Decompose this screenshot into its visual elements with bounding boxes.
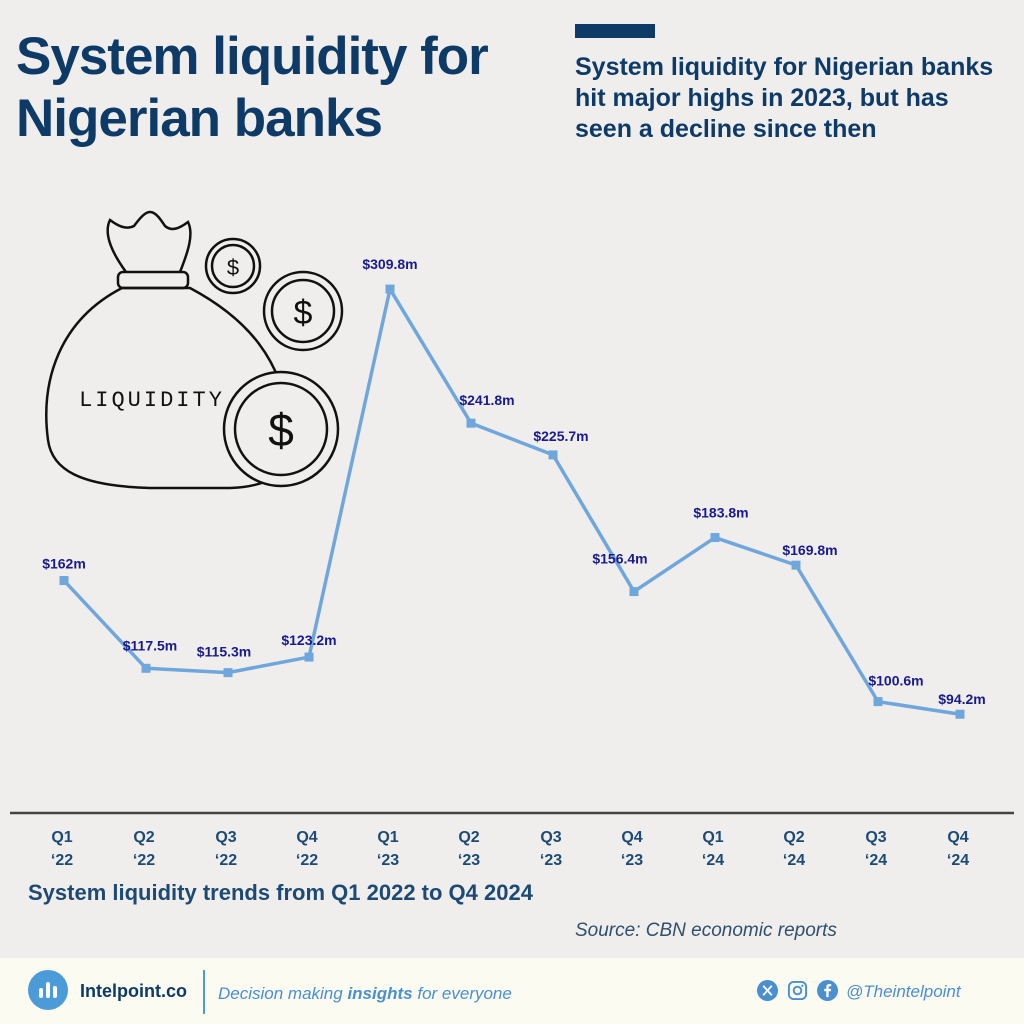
chart-caption: System liquidity trends from Q1 2022 to … [28,880,533,905]
x-tick-label: Q4 ‘24 [947,829,969,869]
data-label: $115.3m [197,644,252,660]
x-tick-label: Q3 ‘24 [865,829,887,869]
data-point[interactable] [385,284,395,294]
data-label: $225.7m [533,428,588,444]
data-point[interactable] [710,533,720,543]
facebook-icon[interactable] [817,980,838,1001]
data-point[interactable] [548,450,558,460]
social-handle[interactable]: @Theintelpoint [846,982,961,1001]
data-point[interactable] [141,663,151,673]
footer-divider [203,970,205,1014]
money-bag-icon [45,286,295,490]
data-label: $241.8m [459,392,514,408]
accent-bar [575,24,655,38]
coin-symbol: $ [227,255,239,280]
coin-medium-icon [262,270,344,352]
brand-logo-icon[interactable] [28,970,68,1010]
page-subtitle: System liquidity for Nigerian banks hit … [575,53,994,143]
data-label: $100.6m [868,673,923,689]
data-label: $162m [42,556,86,572]
data-point[interactable] [873,697,883,707]
x-tick-label: Q4 ‘22 [296,829,318,869]
x-tick-label: Q3 ‘22 [215,829,237,869]
data-label: $94.2m [938,691,985,707]
x-icon[interactable] [757,980,778,1001]
data-label: $156.4m [592,551,647,567]
x-tick-label: Q1 ‘23 [377,829,399,869]
money-bag-illustration [45,210,344,490]
data-point[interactable] [629,587,639,597]
data-point[interactable] [466,418,476,428]
data-label: $123.2m [281,632,336,648]
x-tick-label: Q2 ‘24 [783,829,805,869]
series-line [62,287,961,716]
x-tick-label: Q1 ‘22 [51,829,73,869]
data-point[interactable] [59,576,69,586]
x-tick-label: Q2 ‘23 [458,829,480,869]
footer-bar [0,958,1024,1024]
page-title: System liquidity for Nigerian banks [16,27,489,148]
tagline: Decision making insights for everyone [218,984,512,1004]
coin-symbol: $ [268,404,294,456]
x-tick-label: Q2 ‘22 [133,829,155,869]
instagram-icon[interactable] [787,980,808,1001]
tagline-text-end: for everyone [412,984,512,1003]
coin-large-icon [222,370,340,488]
bag-label: LIQUIDITY [79,388,225,413]
source-note: Source: CBN economic reports [575,920,837,941]
coin-small-icon [204,237,262,295]
tagline-emphasis: insights [347,984,413,1003]
data-point[interactable] [955,709,965,719]
data-point[interactable] [304,652,314,662]
data-label: $169.8m [782,542,837,558]
x-tick-label: Q4 ‘23 [621,829,643,869]
coin-symbol: $ [294,294,313,332]
brand-name[interactable]: Intelpoint.co [80,981,187,1001]
data-label: $183.8m [693,505,748,521]
data-point[interactable] [223,668,233,678]
data-label: $309.8m [362,256,417,272]
data-point[interactable] [791,560,801,570]
tagline-text: Decision making [218,984,348,1003]
x-tick-label: Q1 ‘24 [702,829,724,869]
data-label: $117.5m [123,637,178,653]
x-tick-label: Q3 ‘23 [540,829,562,869]
